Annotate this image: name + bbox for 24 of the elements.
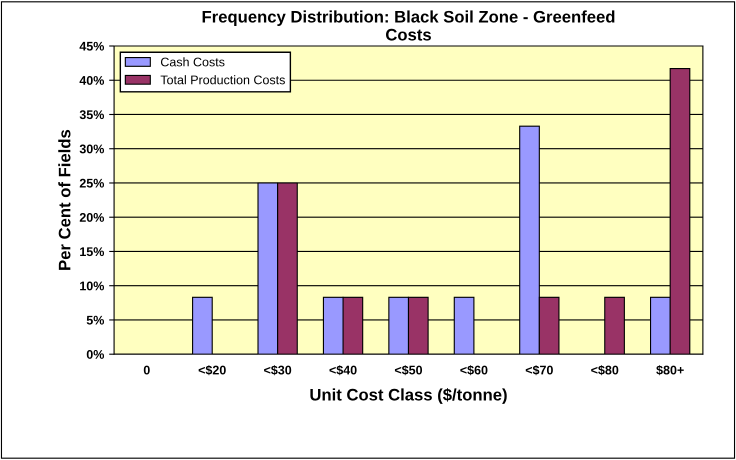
y-tick-label: 0% bbox=[86, 350, 104, 359]
x-tick-label: <$60 bbox=[460, 365, 488, 376]
y-tick-label: 45% bbox=[80, 42, 104, 51]
y-tick-label: 40% bbox=[80, 76, 104, 85]
x-tick-label: <$30 bbox=[264, 365, 292, 376]
legend-label: Total Production Costs bbox=[160, 75, 285, 84]
x-tick-label: <$20 bbox=[198, 365, 226, 376]
legend-label: Cash Costs bbox=[160, 57, 224, 66]
y-tick-label: 35% bbox=[80, 110, 104, 120]
y-tick-label: 15% bbox=[80, 247, 104, 256]
x-axis-title: Unit Cost Class ($/tonne) bbox=[310, 388, 507, 404]
x-tick-label: 0 bbox=[144, 366, 150, 374]
x-tick-label: <$80 bbox=[591, 365, 618, 376]
x-tick-label: <$40 bbox=[330, 365, 357, 376]
y-tick-label: 20% bbox=[80, 213, 104, 222]
y-tick-label: 5% bbox=[86, 316, 104, 325]
chart-title: Frequency Distribution: Black Soil Zone - Greenfeed Costs bbox=[202, 10, 614, 41]
y-tick-label: 10% bbox=[80, 282, 104, 290]
x-tick-label: $80+ bbox=[656, 365, 684, 376]
y-tick-label: 25% bbox=[80, 178, 104, 188]
x-tick-label: <$70 bbox=[526, 365, 553, 376]
x-tick-label: <$50 bbox=[394, 365, 422, 376]
y-axis-title: Per Cent of Fields bbox=[58, 130, 70, 270]
y-tick-label: 30% bbox=[80, 144, 104, 154]
